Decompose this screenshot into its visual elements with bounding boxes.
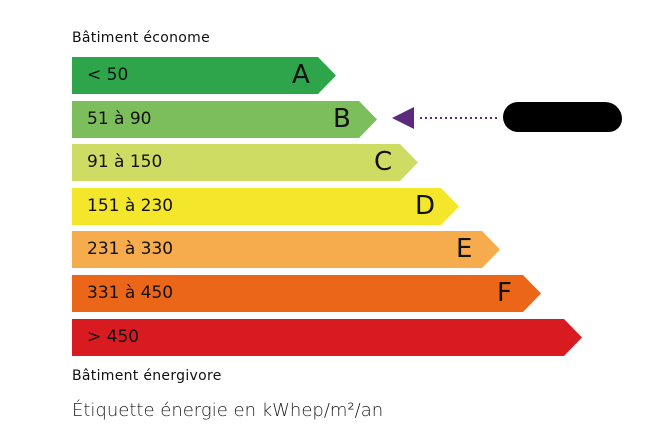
energy-class-f: 331 à 450 F [72, 275, 541, 312]
energy-class-a: < 50 A [72, 57, 336, 94]
class-range: > 450 [87, 326, 140, 347]
class-indicator-arrow [392, 107, 500, 129]
class-range: 51 à 90 [87, 108, 152, 129]
energy-class-g: > 450 [72, 318, 582, 356]
unit-caption: Étiquette énergie en kWhep/m²/an [72, 400, 384, 421]
energy-class-e: 231 à 330 E [72, 231, 500, 269]
energy-class-d: 151 à 230 D [72, 187, 459, 225]
redacted-value [503, 102, 622, 132]
class-range: < 50 [87, 65, 129, 85]
class-range: 91 à 150 [87, 152, 163, 173]
class-letter: A [292, 60, 310, 90]
class-range: 151 à 230 [87, 195, 174, 216]
class-range: 331 à 450 [87, 283, 174, 303]
class-letter: E [456, 234, 473, 265]
top-caption: Bâtiment économe [72, 30, 210, 46]
class-range: 231 à 330 [87, 239, 174, 260]
class-letter: F [497, 278, 512, 308]
energy-class-b: 51 à 90 B [72, 100, 377, 138]
class-letter: D [415, 190, 436, 221]
bottom-caption: Bâtiment énergivore [72, 368, 222, 384]
class-letter: B [333, 103, 351, 134]
class-letter: C [374, 147, 393, 178]
energy-class-c: 91 à 150 C [72, 144, 418, 182]
